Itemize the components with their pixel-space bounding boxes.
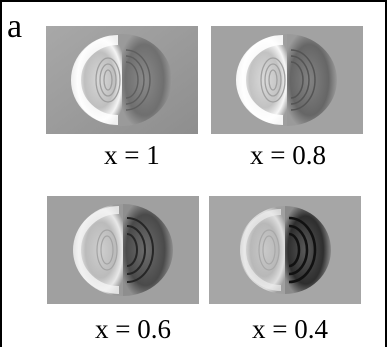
simulation-image-3: [47, 196, 199, 304]
panel-caption-4: x = 0.4: [252, 314, 328, 344]
panel-caption-2: x = 0.8: [250, 140, 326, 170]
panel-label: a: [7, 8, 23, 45]
simulation-image-4: [209, 196, 361, 304]
panel-caption-1: x = 1: [104, 140, 160, 170]
simulation-image-1: [46, 26, 198, 134]
panel-caption-3: x = 0.6: [95, 314, 171, 344]
simulation-image-2: [211, 26, 363, 134]
